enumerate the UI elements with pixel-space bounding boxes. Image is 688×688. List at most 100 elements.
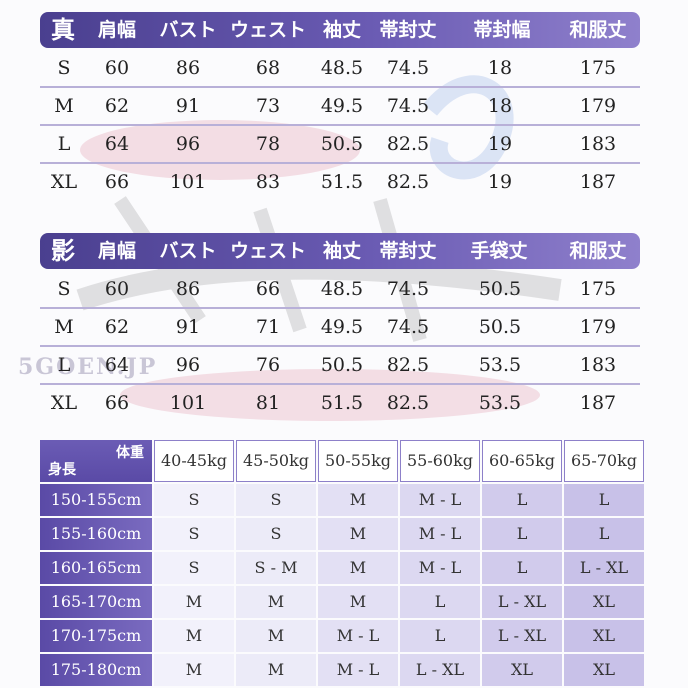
table-title: 真 xyxy=(51,15,75,44)
recommended-size: L xyxy=(400,620,480,652)
kimono-length-value: 187 xyxy=(579,392,617,414)
size-label: S xyxy=(57,57,71,79)
sleeve-value: 48.5 xyxy=(320,57,364,79)
kimono-length-value: 187 xyxy=(579,171,617,193)
size-table-shin: 真 肩幅 バスト ウェスト 袖丈 帯封丈 帯封幅 和服丈 S 60 86 68 48.5… xyxy=(40,12,640,202)
recommended-size: S xyxy=(236,518,316,550)
waist-value: 83 xyxy=(255,171,281,193)
kimono-length-value: 179 xyxy=(579,316,617,338)
header-obi-length: 帯封丈 xyxy=(379,240,437,262)
obi-length-value: 74.5 xyxy=(386,95,430,117)
weight-range-header: 40-45kg xyxy=(154,440,234,482)
obi-length-value: 82.5 xyxy=(386,133,430,155)
bust-value: 91 xyxy=(175,316,201,338)
recommended-size: M - L xyxy=(318,654,398,686)
row-divider xyxy=(40,86,640,88)
obi-length-value: 74.5 xyxy=(386,316,430,338)
waist-value: 71 xyxy=(255,316,281,338)
sleeve-value: 51.5 xyxy=(320,171,364,193)
col6-value: 19 xyxy=(487,171,513,193)
waist-value: 76 xyxy=(255,354,281,376)
bust-value: 96 xyxy=(175,354,201,376)
recommended-size: L xyxy=(482,518,562,550)
header-waist: ウェスト xyxy=(229,19,306,41)
bust-value: 96 xyxy=(175,133,201,155)
recommended-size: L - XL xyxy=(482,620,562,652)
header-kimono-length: 和服丈 xyxy=(569,240,627,262)
obi-length-value: 82.5 xyxy=(386,392,430,414)
size-label: M xyxy=(54,95,74,117)
waist-value: 78 xyxy=(255,133,281,155)
table-title: 影 xyxy=(51,236,75,265)
bust-value: 101 xyxy=(169,392,207,414)
size-label: XL xyxy=(50,392,78,414)
table-header: 影 肩幅 バスト ウェスト 袖丈 帯封丈 手袋丈 和服丈 xyxy=(40,233,640,269)
waist-value: 68 xyxy=(255,57,281,79)
sleeve-value: 51.5 xyxy=(320,392,364,414)
waist-value: 66 xyxy=(255,278,281,300)
size-label: L xyxy=(57,133,71,155)
recommended-size: M xyxy=(154,620,234,652)
kimono-length-value: 175 xyxy=(579,57,617,79)
size-label: S xyxy=(57,278,71,300)
recommended-size: M - L xyxy=(400,484,480,516)
bust-value: 101 xyxy=(169,171,207,193)
table-row: S 60 86 66 48.5 74.5 50.5 175 xyxy=(40,271,640,307)
recommended-size: M - L xyxy=(400,518,480,550)
col6-value: 53.5 xyxy=(478,354,522,376)
header-kimono-length: 和服丈 xyxy=(569,19,627,41)
recommended-size: M xyxy=(236,586,316,618)
recommended-size: L - XL xyxy=(400,654,480,686)
recommended-size: S xyxy=(154,552,234,584)
table-row: XL 66 101 83 51.5 82.5 19 187 xyxy=(40,164,640,200)
recommended-size: M xyxy=(154,586,234,618)
weight-axis-label: 体重 xyxy=(116,445,144,461)
bust-value: 86 xyxy=(175,278,201,300)
header-obi-length: 帯封丈 xyxy=(379,19,437,41)
height-axis-label: 身長 xyxy=(48,462,76,478)
col6-value: 18 xyxy=(487,95,513,117)
col6-value: 50.5 xyxy=(478,278,522,300)
shoulder-value: 62 xyxy=(104,95,130,117)
kimono-length-value: 183 xyxy=(579,133,617,155)
height-range-label: 170-175cm xyxy=(40,620,152,652)
weight-range-header: 65-70kg xyxy=(564,440,644,482)
recommended-size: M xyxy=(318,552,398,584)
height-range-label: 155-160cm xyxy=(40,518,152,550)
obi-length-value: 74.5 xyxy=(386,57,430,79)
recommended-size: M xyxy=(236,654,316,686)
weight-range-header: 45-50kg xyxy=(236,440,316,482)
col6-value: 53.5 xyxy=(478,392,522,414)
sleeve-value: 50.5 xyxy=(320,354,364,376)
shoulder-value: 66 xyxy=(104,171,130,193)
recommended-size: S xyxy=(154,518,234,550)
height-range-label: 175-180cm xyxy=(40,654,152,686)
kimono-length-value: 175 xyxy=(579,278,617,300)
sleeve-value: 50.5 xyxy=(320,133,364,155)
bust-value: 86 xyxy=(175,57,201,79)
weight-range-header: 55-60kg xyxy=(400,440,480,482)
table-row: S 60 86 68 48.5 74.5 18 175 xyxy=(40,50,640,86)
shoulder-value: 60 xyxy=(104,57,130,79)
height-range-label: 165-170cm xyxy=(40,586,152,618)
recommended-size: S xyxy=(236,484,316,516)
header-sleeve: 袖丈 xyxy=(322,240,361,262)
recommended-size: L xyxy=(564,484,644,516)
header-shoulder: 肩幅 xyxy=(97,240,136,262)
kimono-length-value: 183 xyxy=(579,354,617,376)
header-sleeve: 袖丈 xyxy=(322,19,361,41)
table-row: XL 66 101 81 51.5 82.5 53.5 187 xyxy=(40,385,640,421)
shoulder-value: 64 xyxy=(104,133,130,155)
col6-value: 19 xyxy=(487,133,513,155)
recommended-size: L - XL xyxy=(482,586,562,618)
table-row: M 62 91 71 49.5 74.5 50.5 179 xyxy=(40,309,640,345)
shoulder-value: 64 xyxy=(104,354,130,376)
obi-length-value: 74.5 xyxy=(386,278,430,300)
row-divider xyxy=(40,307,640,309)
row-divider xyxy=(40,345,640,347)
recommended-size: XL xyxy=(564,620,644,652)
col6-value: 18 xyxy=(487,57,513,79)
header-bust: バスト xyxy=(159,240,217,262)
waist-value: 81 xyxy=(255,392,281,414)
recommended-size: M - L xyxy=(400,552,480,584)
